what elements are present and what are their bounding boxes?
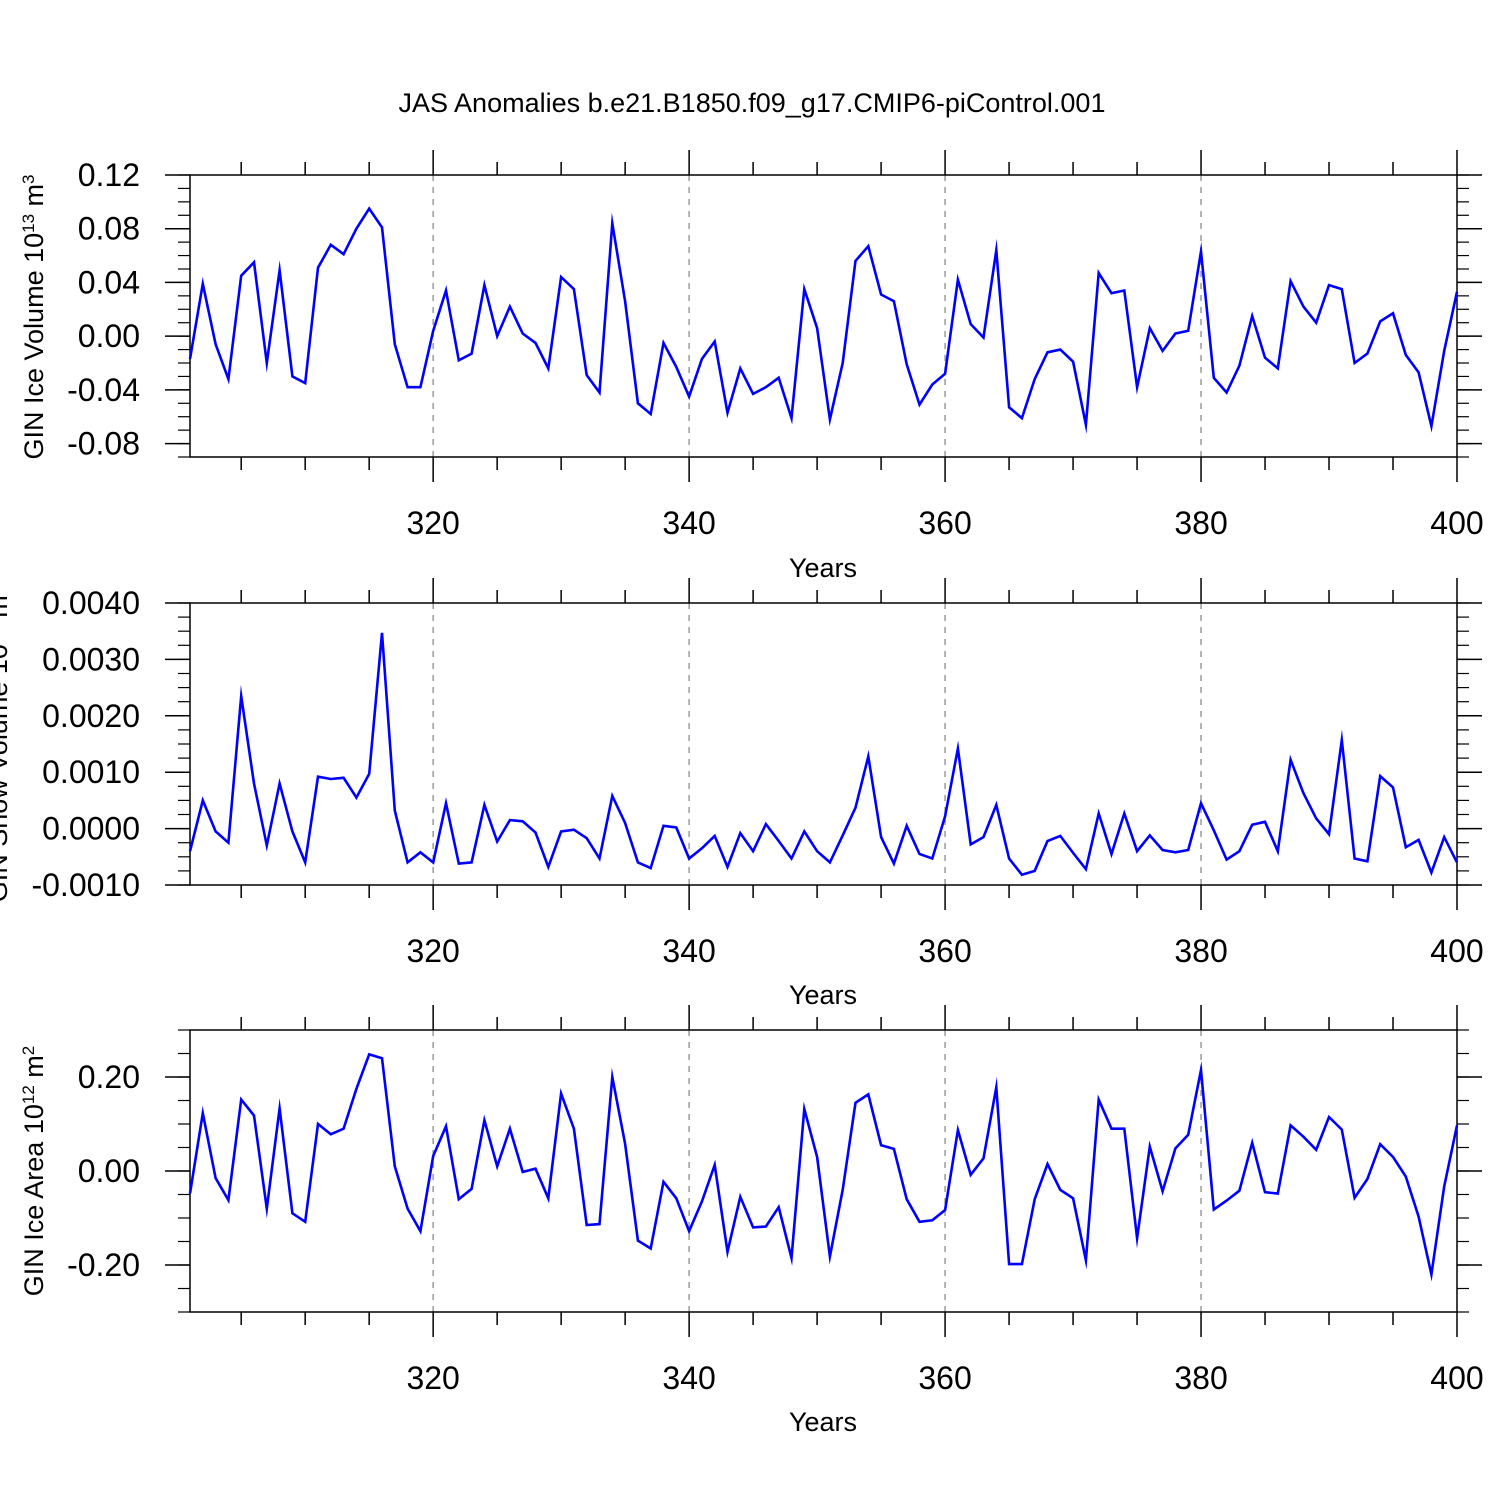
xlabel: Years <box>789 1407 857 1437</box>
y-tick-label: 0.0020 <box>42 698 140 734</box>
ylabel: GIN Snow Volume 1013 m3 <box>0 586 13 903</box>
figure-title: JAS Anomalies b.e21.B1850.f09_g17.CMIP6-… <box>399 88 1106 118</box>
y-tick-label: 0.08 <box>78 211 140 247</box>
y-tick-label: 0.00 <box>78 1153 140 1189</box>
x-tick-label: 340 <box>662 1360 715 1396</box>
y-tick-label: -0.08 <box>67 426 140 462</box>
y-tick-label: 0.00 <box>78 318 140 354</box>
x-tick-label: 340 <box>662 505 715 541</box>
ylabel: GIN Ice Volume 1013 m3 <box>19 174 50 459</box>
x-tick-label: 360 <box>918 933 971 969</box>
plot-frame <box>189 1029 1458 1313</box>
y-tick-label: -0.20 <box>67 1247 140 1283</box>
x-tick-label: 360 <box>918 1360 971 1396</box>
y-tick-label: -0.04 <box>67 372 140 408</box>
series-line <box>188 206 1459 434</box>
x-tick-label: 400 <box>1430 933 1483 969</box>
x-tick-label: 320 <box>406 505 459 541</box>
x-tick-label: 360 <box>918 505 971 541</box>
y-tick-label: 0.12 <box>78 157 140 193</box>
series-line <box>188 1052 1459 1282</box>
plot-frame <box>189 174 1458 458</box>
x-tick-label: 340 <box>662 933 715 969</box>
x-tick-label: 380 <box>1174 505 1227 541</box>
panel-ice-volume: GIN Ice Volume 1013 m3 Years 320 340 360 38… <box>19 150 1484 583</box>
panel-ice-area: GIN Ice Area 1012 m2 Years 320 340 360 380 4… <box>19 1005 1484 1437</box>
y-tick-label: -0.0010 <box>31 867 140 903</box>
x-tick-label: 320 <box>406 1360 459 1396</box>
ylabel: GIN Ice Area 1012 m2 <box>19 1046 50 1297</box>
y-tick-label: 0.0030 <box>42 641 140 677</box>
panel-snow-volume: GIN Snow Volume 1013 m3 Years 320 340 360 3… <box>0 578 1484 1010</box>
series-line <box>188 632 1459 877</box>
x-tick-label: 380 <box>1174 933 1227 969</box>
x-tick-label: 400 <box>1430 505 1483 541</box>
xlabel: Years <box>789 553 857 583</box>
y-tick-label: 0.0000 <box>42 811 140 847</box>
y-tick-label: 0.0040 <box>42 585 140 621</box>
x-tick-label: 400 <box>1430 1360 1483 1396</box>
y-tick-label: 0.0010 <box>42 754 140 790</box>
y-tick-label: 0.04 <box>78 264 140 300</box>
x-tick-label: 320 <box>406 933 459 969</box>
x-tick-label: 380 <box>1174 1360 1227 1396</box>
y-tick-label: 0.20 <box>78 1059 140 1095</box>
xlabel: Years <box>789 980 857 1010</box>
